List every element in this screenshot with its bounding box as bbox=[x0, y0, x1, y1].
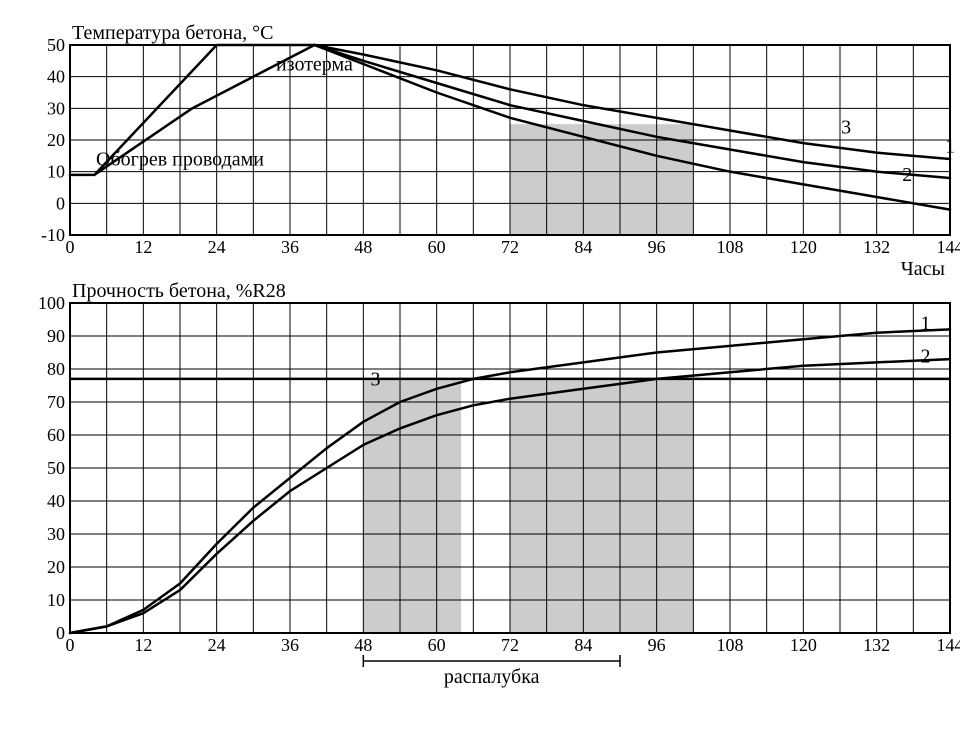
svg-text:распалубка: распалубка bbox=[444, 666, 540, 688]
svg-text:30: 30 bbox=[47, 98, 65, 118]
svg-text:84: 84 bbox=[574, 237, 592, 257]
svg-text:48: 48 bbox=[354, 237, 372, 257]
svg-text:40: 40 bbox=[47, 67, 65, 87]
svg-text:50: 50 bbox=[47, 458, 65, 478]
svg-text:72: 72 bbox=[501, 635, 519, 655]
svg-text:10: 10 bbox=[47, 590, 65, 610]
svg-text:108: 108 bbox=[717, 635, 744, 655]
svg-text:132: 132 bbox=[863, 237, 890, 257]
svg-text:60: 60 bbox=[428, 635, 446, 655]
svg-text:120: 120 bbox=[790, 237, 817, 257]
svg-text:0: 0 bbox=[56, 193, 65, 213]
chart-svg: Температура бетона, °C-10010203040500122… bbox=[20, 20, 960, 700]
svg-text:3: 3 bbox=[371, 369, 381, 391]
svg-text:0: 0 bbox=[56, 623, 65, 643]
svg-text:84: 84 bbox=[574, 635, 592, 655]
svg-text:24: 24 bbox=[208, 635, 226, 655]
svg-text:144: 144 bbox=[937, 635, 961, 655]
svg-text:50: 50 bbox=[47, 35, 65, 55]
svg-text:96: 96 bbox=[648, 237, 666, 257]
svg-text:100: 100 bbox=[38, 293, 65, 313]
svg-text:Обогрев проводами: Обогрев проводами bbox=[96, 148, 264, 170]
svg-text:12: 12 bbox=[134, 635, 152, 655]
svg-text:3: 3 bbox=[841, 117, 851, 139]
svg-text:20: 20 bbox=[47, 130, 65, 150]
svg-text:10: 10 bbox=[47, 162, 65, 182]
svg-text:1: 1 bbox=[921, 312, 931, 334]
svg-text:120: 120 bbox=[790, 635, 817, 655]
svg-text:изотерма: изотерма bbox=[276, 53, 353, 75]
svg-text:80: 80 bbox=[47, 359, 65, 379]
svg-text:0: 0 bbox=[66, 635, 75, 655]
svg-text:0: 0 bbox=[66, 237, 75, 257]
svg-text:108: 108 bbox=[717, 237, 744, 257]
svg-text:30: 30 bbox=[47, 524, 65, 544]
svg-text:Прочность бетона, %R28: Прочность бетона, %R28 bbox=[72, 280, 286, 302]
svg-text:24: 24 bbox=[208, 237, 226, 257]
svg-text:60: 60 bbox=[428, 237, 446, 257]
svg-text:Температура бетона, °C: Температура бетона, °C bbox=[72, 22, 273, 44]
svg-text:40: 40 bbox=[47, 491, 65, 511]
svg-text:-10: -10 bbox=[41, 225, 65, 245]
svg-text:70: 70 bbox=[47, 392, 65, 412]
svg-text:20: 20 bbox=[47, 557, 65, 577]
svg-text:132: 132 bbox=[863, 635, 890, 655]
dual-chart: Температура бетона, °C-10010203040500122… bbox=[20, 20, 943, 700]
svg-text:96: 96 bbox=[648, 635, 666, 655]
svg-text:90: 90 bbox=[47, 326, 65, 346]
svg-text:36: 36 bbox=[281, 237, 299, 257]
svg-text:Часы: Часы bbox=[901, 258, 945, 280]
svg-text:2: 2 bbox=[921, 345, 931, 367]
svg-text:60: 60 bbox=[47, 425, 65, 445]
svg-text:1: 1 bbox=[945, 136, 955, 158]
svg-text:144: 144 bbox=[937, 237, 961, 257]
svg-text:48: 48 bbox=[354, 635, 372, 655]
svg-text:72: 72 bbox=[501, 237, 519, 257]
svg-text:12: 12 bbox=[134, 237, 152, 257]
svg-text:2: 2 bbox=[902, 164, 912, 186]
svg-text:36: 36 bbox=[281, 635, 299, 655]
